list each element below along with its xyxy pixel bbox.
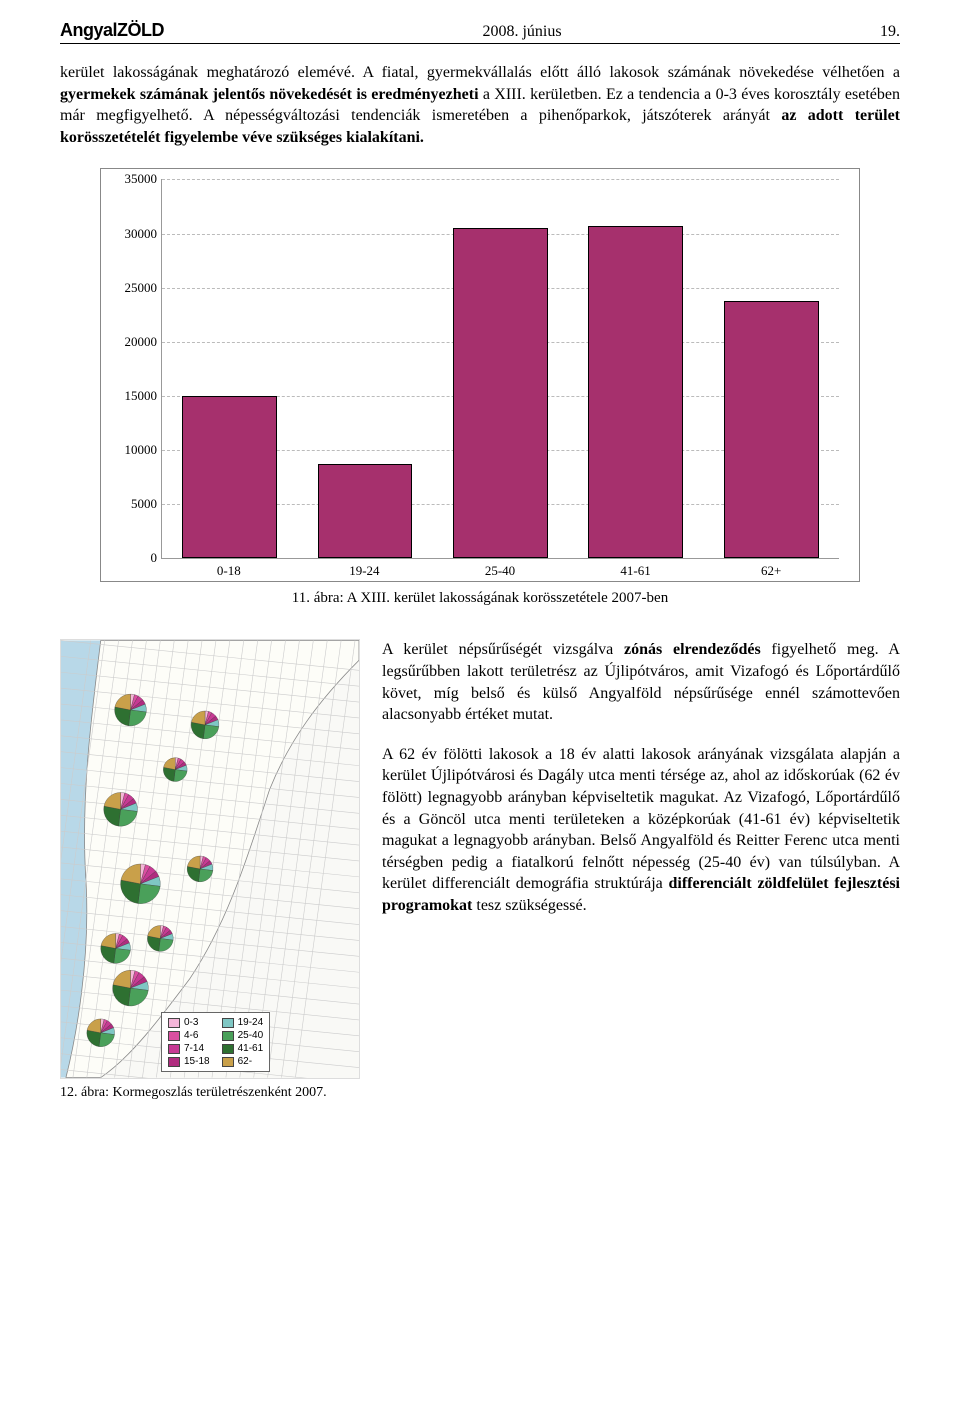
age-distribution-chart: 05000100001500020000250003000035000 0-18…: [100, 168, 860, 582]
legend-item: 15-18: [168, 1056, 210, 1067]
page-header: AngyalZÖLD 2008. június 19.: [60, 20, 900, 44]
chart-bar: [453, 228, 548, 558]
legend-item: 19-24: [222, 1017, 264, 1028]
legend-item: 4-6: [168, 1030, 210, 1041]
chart-xlabel: 0-18: [181, 563, 276, 579]
chart-plot-area: 05000100001500020000250003000035000: [161, 179, 839, 559]
header-date: 2008. június: [482, 23, 561, 41]
paragraph-density: A kerület népsűrűségét vizsgálva zónás e…: [382, 639, 900, 725]
chart-ytick: 0: [112, 550, 157, 566]
chart-xlabel: 41-61: [588, 563, 683, 579]
chart-ytick: 35000: [112, 171, 157, 187]
chart-ytick: 20000: [112, 334, 157, 350]
chart-ytick: 25000: [112, 280, 157, 296]
chart-xlabel: 62+: [724, 563, 819, 579]
chart-bar: [182, 396, 277, 558]
left-column: 0-3 19-24 4-6 25-40 7-14 41-61 15-18 62- 12. áb…: [60, 639, 360, 1101]
chart-ytick: 30000: [112, 226, 157, 242]
chart-bar: [318, 464, 413, 558]
chart-ytick: 10000: [112, 442, 157, 458]
district-map: 0-3 19-24 4-6 25-40 7-14 41-61 15-18 62-: [60, 639, 360, 1079]
brand-part-b: ZÖLD: [117, 20, 164, 40]
map-caption: 12. ábra: Kormegoszlás területrészenként…: [60, 1085, 360, 1101]
chart-x-labels: 0-18 19-24 25-40 41-61 62+: [161, 559, 839, 579]
chart-caption: 11. ábra: A XIII. kerület lakosságának k…: [60, 590, 900, 607]
brand-part-a: Angyal: [60, 20, 117, 40]
chart-ytick: 5000: [112, 496, 157, 512]
paragraph-intro: kerület lakosságának meghatározó elemévé…: [60, 62, 900, 148]
chart-bar: [588, 226, 683, 558]
legend-item: 25-40: [222, 1030, 264, 1041]
chart-xlabel: 25-40: [453, 563, 548, 579]
map-legend: 0-3 19-24 4-6 25-40 7-14 41-61 15-18 62-: [161, 1012, 270, 1072]
right-column: A kerület népsűrűségét vizsgálva zónás e…: [382, 639, 900, 1101]
brand: AngyalZÖLD: [60, 20, 164, 41]
chart-xlabel: 19-24: [317, 563, 412, 579]
legend-item: 0-3: [168, 1017, 210, 1028]
chart-bar: [724, 301, 819, 559]
legend-item: 7-14: [168, 1043, 210, 1054]
header-page-number: 19.: [880, 23, 900, 41]
two-column-layout: 0-3 19-24 4-6 25-40 7-14 41-61 15-18 62- 12. áb…: [60, 639, 900, 1101]
legend-item: 62-: [222, 1056, 264, 1067]
legend-item: 41-61: [222, 1043, 264, 1054]
paragraph-age-zones: A 62 év fölötti lakosok a 18 év alatti l…: [382, 744, 900, 917]
chart-ytick: 15000: [112, 388, 157, 404]
